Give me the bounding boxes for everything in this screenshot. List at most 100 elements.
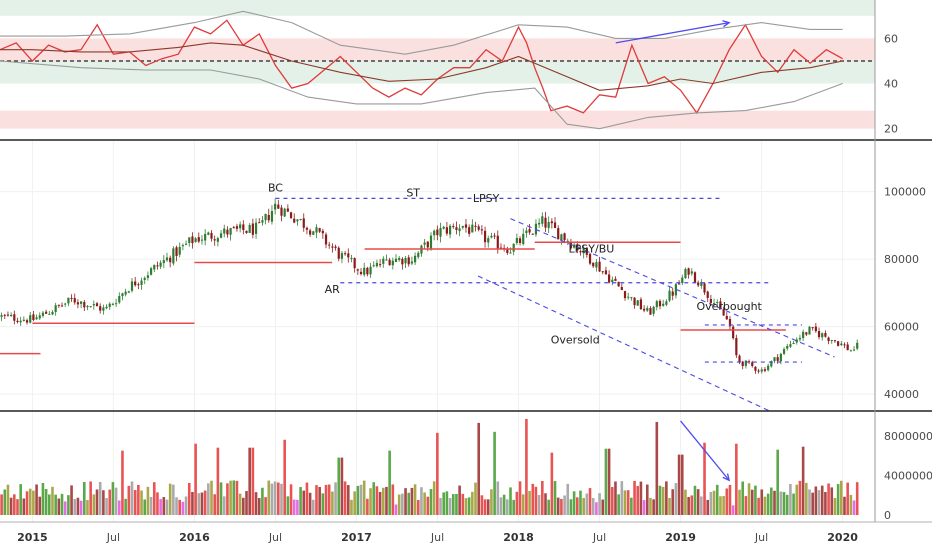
candle[interactable] — [70, 297, 73, 299]
volume-bar[interactable] — [655, 421, 659, 515]
candle[interactable] — [528, 229, 531, 233]
volume-bar[interactable] — [337, 457, 341, 515]
volume-bar[interactable] — [712, 490, 716, 515]
volume-bar[interactable] — [642, 500, 646, 515]
candle[interactable] — [464, 224, 468, 228]
candle[interactable] — [493, 235, 496, 237]
candle[interactable] — [744, 360, 747, 366]
volume-bar[interactable] — [22, 498, 26, 515]
channel-trendline-0[interactable] — [510, 218, 835, 358]
candle[interactable] — [515, 238, 518, 244]
volume-bar[interactable] — [257, 498, 261, 515]
candle[interactable] — [60, 305, 64, 307]
volume-bar[interactable] — [312, 499, 315, 515]
candle[interactable] — [111, 303, 115, 305]
candle[interactable] — [712, 303, 716, 305]
candle[interactable] — [614, 278, 617, 281]
volume-bar[interactable] — [152, 482, 156, 515]
candle[interactable] — [738, 355, 741, 362]
volume-bar[interactable] — [105, 498, 108, 515]
volume-bar[interactable] — [25, 491, 29, 515]
candle[interactable] — [538, 222, 541, 225]
volume-bar[interactable] — [502, 494, 506, 515]
volume-bar[interactable] — [480, 495, 484, 515]
candle[interactable] — [25, 320, 29, 323]
candle[interactable] — [642, 308, 646, 311]
candle[interactable] — [99, 306, 102, 311]
candle[interactable] — [251, 223, 254, 235]
candle[interactable] — [372, 265, 375, 267]
candle[interactable] — [722, 309, 725, 316]
candle[interactable] — [318, 228, 321, 232]
candle[interactable] — [646, 307, 649, 311]
candle[interactable] — [102, 307, 105, 311]
candle[interactable] — [407, 257, 410, 265]
candle[interactable] — [512, 243, 515, 252]
candle[interactable] — [105, 306, 108, 309]
volume-bar[interactable] — [353, 491, 356, 515]
volume-bar[interactable] — [117, 500, 121, 515]
candle[interactable] — [124, 291, 127, 295]
candle[interactable] — [655, 301, 658, 308]
candle[interactable] — [620, 287, 623, 291]
candle[interactable] — [544, 217, 547, 228]
candle[interactable] — [837, 341, 840, 346]
volume-bar[interactable] — [617, 494, 620, 515]
candle[interactable] — [270, 211, 274, 222]
volume-bar[interactable] — [229, 480, 232, 515]
candle[interactable] — [223, 228, 226, 234]
candle[interactable] — [347, 253, 350, 258]
volume-bar[interactable] — [455, 493, 458, 515]
candle[interactable] — [499, 247, 503, 249]
candle[interactable] — [452, 226, 455, 228]
volume-bar[interactable] — [391, 484, 395, 515]
volume-bar[interactable] — [305, 482, 309, 515]
candle[interactable] — [22, 319, 25, 321]
candle[interactable] — [798, 337, 802, 340]
candle[interactable] — [35, 317, 38, 320]
volume-bar[interactable] — [731, 505, 735, 515]
candle[interactable] — [296, 219, 299, 222]
candle[interactable] — [375, 262, 379, 267]
candle[interactable] — [840, 343, 843, 346]
candle[interactable] — [550, 221, 553, 224]
volume-bar[interactable] — [537, 494, 541, 515]
volume-bar[interactable] — [735, 443, 738, 515]
candle[interactable] — [795, 339, 798, 343]
candle[interactable] — [779, 353, 782, 362]
volume-bar[interactable] — [178, 499, 182, 515]
volume-bar[interactable] — [172, 484, 175, 515]
volume-bar[interactable] — [207, 483, 210, 515]
volume-bar[interactable] — [636, 485, 640, 515]
volume-bar[interactable] — [343, 481, 347, 515]
volume-bar[interactable] — [801, 446, 805, 515]
candle[interactable] — [741, 361, 744, 367]
volume-bar[interactable] — [48, 494, 51, 515]
volume-bar[interactable] — [687, 496, 690, 515]
volume-bar[interactable] — [124, 498, 127, 515]
volume-bar[interactable] — [213, 494, 216, 515]
volume-bar[interactable] — [70, 485, 73, 515]
candle[interactable] — [165, 257, 169, 261]
candle[interactable] — [719, 301, 722, 309]
volume-bar[interactable] — [652, 499, 655, 515]
rsi-divergence-arrow-0[interactable] — [615, 21, 730, 44]
volume-bar[interactable] — [350, 499, 353, 515]
volume-bar[interactable] — [267, 480, 271, 515]
volume-bar[interactable] — [680, 454, 684, 515]
candle[interactable] — [821, 333, 824, 338]
candle[interactable] — [153, 265, 156, 270]
volume-bar[interactable] — [585, 493, 589, 515]
volume-bar[interactable] — [334, 482, 337, 515]
candle[interactable] — [226, 229, 229, 235]
volume-bar[interactable] — [292, 499, 296, 515]
volume-bar[interactable] — [41, 483, 45, 515]
candle[interactable] — [433, 230, 436, 236]
volume-bar[interactable] — [86, 499, 89, 515]
volume-bar[interactable] — [483, 499, 487, 515]
candle[interactable] — [299, 218, 302, 220]
volume-bar[interactable] — [471, 491, 474, 515]
volume-bar[interactable] — [73, 499, 77, 515]
volume-bar[interactable] — [830, 487, 834, 515]
